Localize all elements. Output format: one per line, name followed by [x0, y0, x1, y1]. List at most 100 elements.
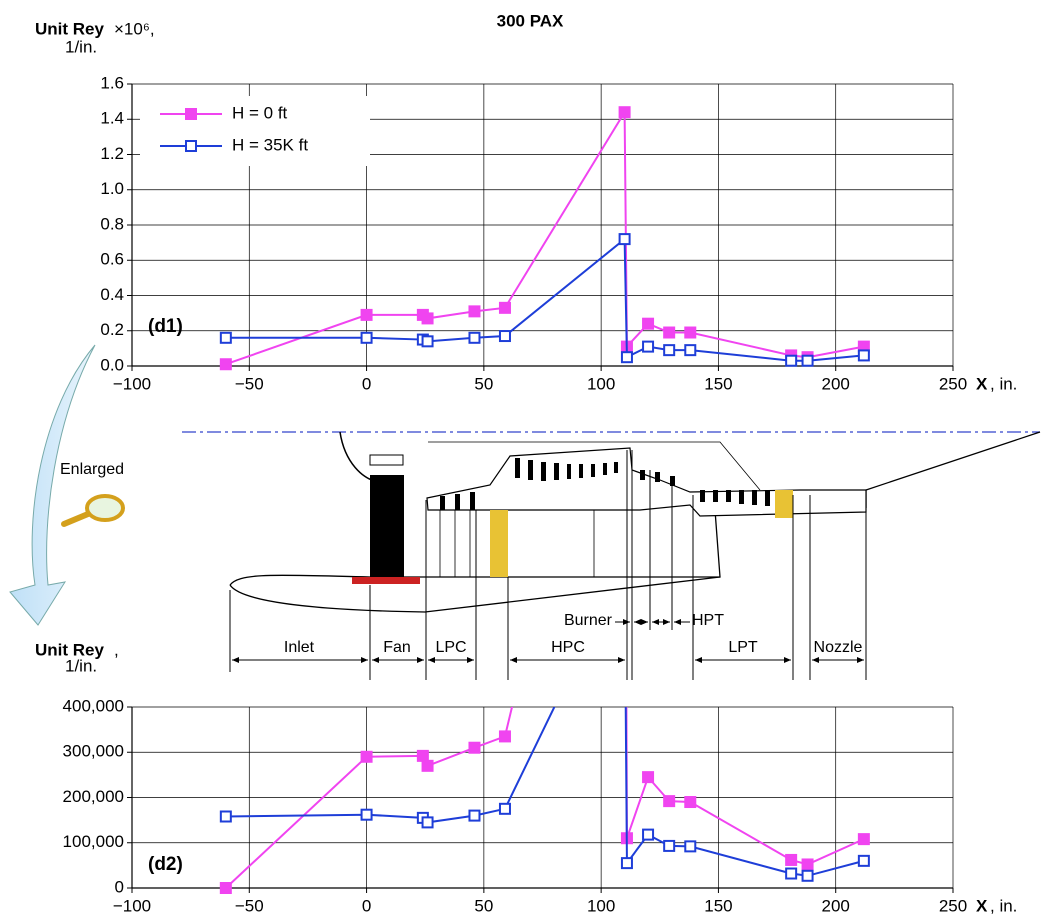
marker [219, 810, 232, 823]
y-tick-label: 0.4 [100, 285, 124, 304]
series-line [225, 707, 865, 877]
marker [785, 853, 798, 866]
marker [498, 301, 511, 314]
x-tick-label: 0 [362, 374, 371, 393]
section-label: Burner [564, 612, 613, 629]
marker [801, 354, 814, 367]
x-tick-label: −100 [113, 896, 151, 915]
x-tick-label: 50 [474, 896, 493, 915]
x-label: X [976, 374, 988, 393]
marker [684, 326, 697, 339]
y-unit: 1/in. [65, 37, 97, 56]
diagram-note: Enlarged [60, 461, 124, 478]
marker [219, 882, 232, 894]
marker [642, 828, 655, 841]
y-tick-label: 1.4 [100, 109, 124, 128]
y-tick-label: 1.0 [100, 179, 124, 198]
marker [684, 344, 697, 357]
marker [468, 741, 481, 754]
x-unit: , in. [990, 896, 1017, 915]
marker [857, 349, 870, 362]
marker [663, 839, 676, 852]
section-label: LPT [728, 639, 758, 656]
marker [684, 796, 697, 809]
marker [620, 351, 633, 364]
marker [360, 808, 373, 821]
legend-label: H = 0 ft [232, 103, 288, 122]
section-label: Inlet [284, 639, 315, 656]
marker [857, 833, 870, 846]
marker [421, 816, 434, 829]
section-label: LPC [435, 639, 466, 656]
x-tick-label: 100 [587, 896, 615, 915]
x-tick-label: −100 [113, 374, 151, 393]
marker [468, 331, 481, 344]
marker [684, 840, 697, 853]
section-label: HPT [692, 612, 724, 629]
x-tick-label: 150 [704, 374, 732, 393]
x-tick-label: 150 [704, 896, 732, 915]
y-label: Unit Rey [35, 19, 105, 38]
y-tick-label: 100,000 [63, 832, 124, 851]
marker [421, 335, 434, 348]
marker [663, 326, 676, 339]
y-tick-label: 0 [115, 877, 124, 896]
legend-marker [185, 108, 197, 120]
x-tick-label: 200 [822, 896, 850, 915]
x-tick-label: −50 [235, 374, 264, 393]
marker [801, 858, 814, 871]
panel-label: (d1) [148, 316, 183, 337]
chart-title: 300 PAX [497, 11, 564, 30]
y-label-suffix: ×10⁶, [114, 19, 155, 38]
marker [360, 308, 373, 321]
marker [360, 331, 373, 344]
marker [219, 358, 232, 371]
marker [618, 106, 631, 119]
marker [620, 557, 630, 567]
y-label: Unit Rey [35, 640, 105, 659]
section-label: HPC [551, 639, 585, 656]
y-tick-label: 1.2 [100, 144, 124, 163]
marker [663, 344, 676, 357]
marker [785, 354, 798, 367]
section-label: Fan [383, 639, 411, 656]
series-group [219, 557, 870, 894]
marker [498, 730, 511, 743]
engine-diagram [9, 344, 1041, 680]
series-group [219, 106, 870, 371]
marker [618, 233, 631, 246]
marker [642, 771, 655, 784]
x-tick-label: 0 [362, 896, 371, 915]
y-label-suffix: , [114, 640, 119, 659]
y-tick-label: 0.0 [100, 355, 124, 374]
y-tick-label: 0.6 [100, 250, 124, 269]
x-tick-label: 250 [939, 374, 967, 393]
marker [219, 331, 232, 344]
marker [498, 802, 511, 815]
series-line [225, 707, 865, 889]
x-tick-label: 100 [587, 374, 615, 393]
y-tick-label: 1.6 [100, 73, 124, 92]
x-tick-label: 50 [474, 374, 493, 393]
x-tick-label: 250 [939, 896, 967, 915]
marker [468, 305, 481, 318]
y-tick-label: 0.8 [100, 214, 124, 233]
x-tick-label: −50 [235, 896, 264, 915]
y-unit: 1/in. [65, 656, 97, 675]
legend-label: H = 35K ft [232, 135, 308, 154]
marker [663, 795, 676, 808]
marker [620, 857, 633, 870]
marker [801, 869, 814, 882]
section-label: Nozzle [814, 639, 863, 656]
x-unit: , in. [990, 374, 1017, 393]
marker [421, 759, 434, 772]
y-tick-label: 200,000 [63, 787, 124, 806]
marker [642, 317, 655, 330]
marker [360, 750, 373, 763]
marker [498, 330, 511, 343]
y-tick-label: 400,000 [63, 696, 124, 715]
marker [642, 340, 655, 353]
legend-box [140, 96, 370, 166]
legend-marker [185, 140, 197, 152]
